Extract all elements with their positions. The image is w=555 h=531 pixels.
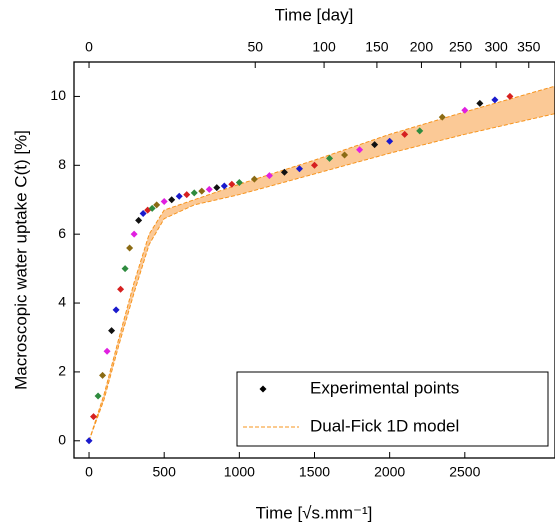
top-tick-label: 150: [365, 39, 389, 55]
top-tick-label: 50: [247, 39, 263, 55]
data-point: [148, 204, 156, 212]
data-point: [112, 306, 120, 314]
y-tick-label: 4: [58, 294, 66, 310]
x-tick-label: 500: [153, 464, 177, 480]
y-tick-label: 2: [58, 363, 66, 379]
x-tick-label: 2000: [374, 464, 405, 480]
top-tick-label: 300: [484, 39, 508, 55]
data-point: [175, 192, 183, 200]
data-point: [356, 146, 364, 154]
data-point: [235, 179, 243, 187]
legend-box: [236, 371, 549, 447]
data-point: [168, 196, 176, 204]
model-lower-line: [88, 113, 555, 441]
data-point: [401, 130, 409, 138]
data-point: [190, 189, 198, 197]
data-point: [213, 184, 221, 192]
data-point: [326, 154, 334, 162]
data-point: [198, 187, 206, 195]
legend-label: Dual-Fick 1D model: [310, 416, 459, 435]
data-point: [85, 437, 93, 445]
top-tick-label: 250: [449, 39, 473, 55]
data-point: [153, 201, 161, 209]
y-tick-label: 6: [58, 225, 66, 241]
top-tick-label: 0: [85, 39, 93, 55]
data-point: [99, 371, 107, 379]
x-tick-label: 2500: [449, 464, 480, 480]
y-tick-label: 0: [58, 431, 66, 447]
x-axis-title: Time [√s.mm⁻¹]: [256, 503, 373, 522]
x-tick-label: 1000: [224, 464, 255, 480]
data-point: [265, 172, 273, 180]
data-point: [461, 106, 469, 114]
top-tick-label: 200: [410, 39, 434, 55]
data-point: [506, 92, 514, 100]
data-point: [341, 151, 349, 159]
data-point: [205, 185, 213, 193]
legend-label: Experimental points: [310, 378, 459, 397]
data-point: [295, 165, 303, 173]
data-point: [139, 210, 147, 218]
data-point: [416, 127, 424, 135]
data-point: [108, 327, 116, 335]
x-tick-label: 1500: [299, 464, 330, 480]
data-point: [94, 392, 102, 400]
data-point: [117, 285, 125, 293]
top-tick-label: 100: [312, 39, 336, 55]
legend-marker: [259, 385, 267, 393]
data-point: [121, 265, 129, 273]
data-point: [130, 230, 138, 238]
data-point: [311, 161, 318, 169]
top-tick-label: 350: [517, 39, 541, 55]
y-axis-title: Macroscopic water uptake C(t) [%]: [11, 130, 30, 390]
model-band: [89, 86, 555, 441]
data-point: [491, 96, 499, 104]
data-point: [250, 175, 258, 183]
data-point: [103, 347, 111, 355]
data-point: [126, 244, 134, 252]
data-point: [228, 180, 236, 188]
top-axis-title: Time [day]: [275, 5, 354, 24]
data-point: [386, 137, 394, 145]
data-point: [160, 197, 168, 205]
data-point: [371, 141, 379, 149]
data-point: [476, 99, 484, 107]
model-upper-line: [88, 85, 555, 441]
y-tick-label: 10: [50, 87, 66, 103]
data-point: [438, 113, 446, 121]
data-point: [183, 191, 191, 199]
data-point: [220, 182, 228, 190]
y-tick-label: 8: [58, 156, 66, 172]
data-point: [280, 168, 288, 176]
data-point: [90, 413, 98, 421]
data-point: [135, 216, 143, 224]
x-tick-label: 0: [85, 464, 93, 480]
